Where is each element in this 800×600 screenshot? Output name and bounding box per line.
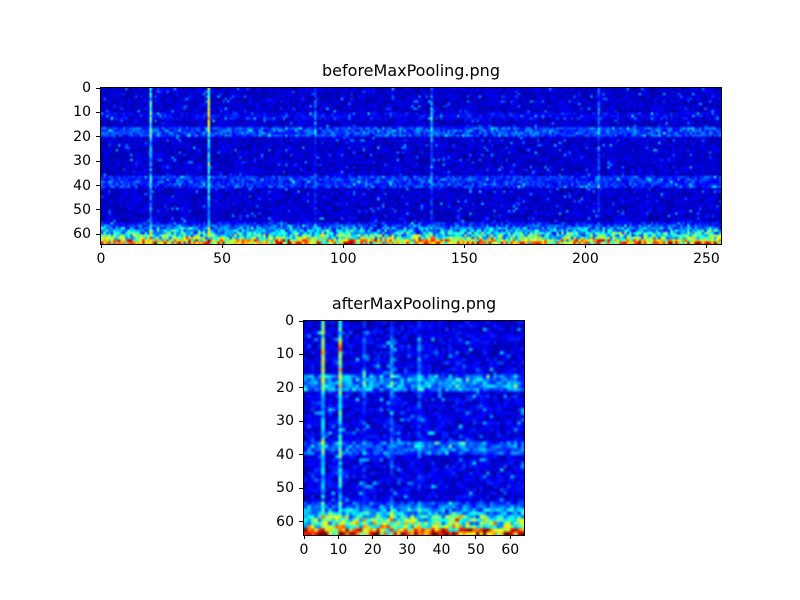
x-tick-mark: [372, 535, 374, 539]
spectrogram-heatmap-before: [101, 88, 721, 244]
y-tick-label: 50: [73, 201, 91, 218]
x-tick-mark: [406, 535, 408, 539]
y-tick-mark: [96, 111, 100, 113]
y-tick-mark: [299, 487, 303, 489]
y-tick-mark: [299, 420, 303, 422]
x-tick-mark: [475, 535, 477, 539]
y-tick-label: 40: [73, 177, 91, 194]
x-tick-label: 60: [501, 542, 520, 558]
x-tick-label: 20: [363, 542, 382, 558]
x-tick-label: 40: [432, 542, 451, 558]
y-tick-label: 30: [276, 413, 294, 430]
y-tick-mark: [96, 87, 100, 89]
y-tick-mark: [299, 387, 303, 389]
x-tick-mark: [100, 244, 102, 248]
x-tick-mark: [303, 535, 305, 539]
plot-before-maxpooling: beforeMaxPooling.png 0 50 100 150 200 250 0 10 2…: [73, 61, 722, 267]
y-tick-label: 60: [276, 513, 294, 530]
x-tick-label: 50: [213, 251, 231, 267]
x-tick-label: 50: [466, 542, 485, 558]
y-tick-label: 20: [73, 128, 91, 145]
x-tick-label: 30: [398, 542, 417, 558]
x-tick-mark: [584, 244, 586, 248]
x-tick-label: 0: [299, 542, 309, 558]
y-tick-label: 10: [276, 346, 294, 363]
y-tick-label: 0: [285, 313, 294, 329]
x-tick-mark: [509, 535, 511, 539]
x-tick-mark: [337, 535, 339, 539]
y-tick-mark: [299, 320, 303, 322]
x-tick-label: 150: [450, 251, 478, 267]
x-tick-mark: [342, 244, 344, 248]
y-tick-mark: [96, 136, 100, 138]
plot-title-before: beforeMaxPooling.png: [322, 61, 500, 80]
x-tick-label: 200: [572, 251, 599, 267]
y-tick-label: 40: [276, 446, 294, 463]
y-tick-mark: [96, 209, 100, 211]
x-tick-mark: [441, 535, 442, 539]
y-tick-mark: [299, 521, 303, 523]
y-tick-label: 20: [276, 379, 294, 396]
x-tick-label: 10: [329, 542, 348, 558]
y-tick-label: 60: [73, 226, 91, 243]
spectrogram-heatmap-after: [304, 321, 524, 535]
x-tick-mark: [705, 244, 707, 248]
x-tick-label: 250: [693, 251, 720, 267]
y-tick-mark: [96, 185, 100, 186]
x-tick-label: 0: [96, 251, 106, 267]
x-tick-mark: [463, 244, 465, 248]
y-tick-mark: [299, 353, 303, 355]
plot-title-after: afterMaxPooling.png: [331, 294, 497, 313]
y-tick-label: 50: [276, 480, 294, 497]
x-tick-mark: [221, 244, 223, 248]
plot-after-maxpooling: afterMaxPooling.png 0 10 20 30 40 50 60 0 10 20 30…: [276, 294, 525, 558]
y-tick-mark: [299, 454, 303, 456]
y-tick-mark: [96, 233, 100, 235]
y-tick-label: 0: [82, 80, 91, 96]
y-tick-mark: [96, 160, 100, 162]
y-tick-label: 30: [73, 153, 91, 170]
x-tick-label: 100: [329, 251, 357, 267]
y-tick-label: 10: [73, 104, 91, 121]
